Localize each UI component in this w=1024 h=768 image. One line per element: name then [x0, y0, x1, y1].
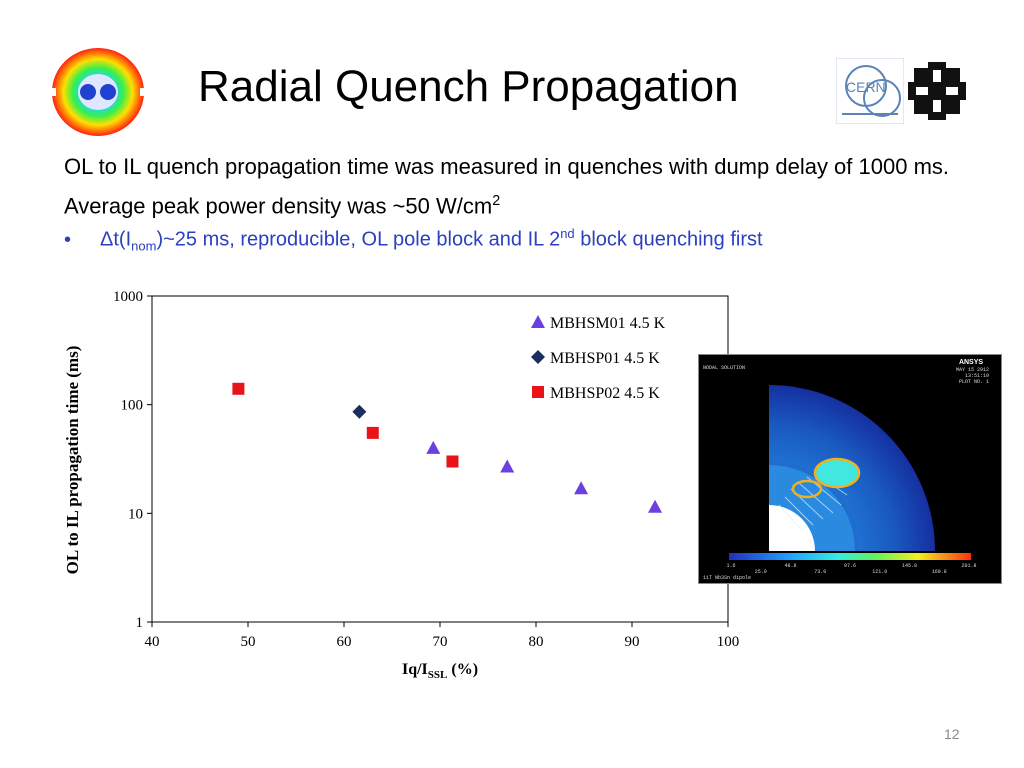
intro-paragraph: OL to IL quench propagation time was mea…: [64, 150, 994, 223]
magnet-field-logo: [50, 48, 146, 136]
ansys-brand: ANSYS: [959, 359, 983, 366]
ansys-plot: NODAL SOLUTION ANSYS MAY 15 2012 13:51:1…: [699, 355, 1001, 583]
legend-marker-triangle: [531, 315, 545, 328]
data-point-triangle: [500, 459, 515, 473]
colorbar-label: 73.0: [814, 569, 826, 575]
bullet-subscript: nom: [131, 238, 157, 254]
x-axis: 40 50 60 70 80 90 100: [145, 622, 740, 650]
cern-logo-text: CERN: [846, 79, 886, 95]
plot-area: [151, 295, 729, 623]
x-tick-label: 90: [625, 634, 640, 650]
x-tick-label: 50: [241, 634, 256, 650]
slide-title: Radial Quench Propagation: [198, 62, 739, 111]
legend-label: MBHSM01 4.5 K: [550, 315, 666, 332]
colorbar-label: 1.6: [726, 563, 735, 569]
legend: MBHSM01 4.5 K MBHSP01 4.5 K MBHSP02 4.5 K: [531, 315, 666, 402]
bullet-text-2: )~25 ms, reproducible, OL pole block and…: [156, 228, 561, 251]
y-tick-label: 1000: [113, 289, 143, 305]
y-tick-label: 10: [128, 506, 143, 522]
colorbar: [729, 553, 971, 560]
colorbar-label: 145.8: [902, 563, 917, 569]
x-tick-label: 70: [433, 634, 448, 650]
cern-logo: CERN: [836, 58, 904, 124]
data-point-square: [446, 455, 459, 468]
fermilab-logo: [908, 62, 966, 120]
colorbar-label: 169.8: [932, 569, 947, 575]
y-axis-label: OL to IL propagation time (ms): [63, 346, 82, 575]
colorbar-label: 25.0: [755, 569, 767, 575]
ansys-time: 13:51:10: [965, 373, 989, 379]
intro-text: OL to IL quench propagation time was mea…: [64, 154, 950, 219]
data-points: [232, 382, 663, 513]
colorbar-label: 48.8: [784, 563, 796, 569]
data-point-triangle: [648, 499, 663, 513]
x-axis-label-main: Iq/I: [402, 661, 428, 678]
x-tick-label: 60: [337, 634, 352, 650]
bore: [769, 505, 815, 551]
ol-pole-highlight: [813, 457, 861, 489]
y-axis: 1 10 100 1000: [113, 289, 152, 631]
bullet-text-3: block quenching first: [574, 228, 763, 251]
y-tick-label: 1: [136, 615, 144, 631]
x-tick-label: 100: [717, 634, 740, 650]
colorbar-label: 97.6: [844, 563, 856, 569]
colorbar-label: 201.8: [961, 563, 976, 569]
x-axis-label-tail: (%): [447, 661, 478, 678]
bullet-superscript: nd: [560, 226, 575, 241]
data-point-square: [232, 382, 245, 395]
ansys-date: MAY 15 2012: [956, 367, 989, 373]
y-tick-label: 100: [121, 398, 144, 414]
x-tick-label: 40: [145, 634, 160, 650]
legend-label: MBHSP01 4.5 K: [550, 350, 660, 367]
bullet-item: • Δt(Inom)~25 ms, reproducible, OL pole b…: [64, 226, 763, 254]
legend-label: MBHSP02 4.5 K: [550, 385, 660, 402]
x-tick-label: 80: [529, 634, 544, 650]
legend-marker-square: [532, 386, 544, 398]
data-point-triangle: [426, 440, 441, 454]
ansys-footer: 11T Nb3Sn dipole: [703, 575, 751, 581]
x-axis-label-sub: SSL: [428, 669, 448, 681]
ansys-plot-no: PLOT NO. 1: [959, 379, 989, 385]
page-number: 12: [944, 726, 960, 742]
ansys-simulation-image: NODAL SOLUTION ANSYS MAY 15 2012 13:51:1…: [698, 354, 1002, 584]
colorbar-label: 121.0: [872, 569, 887, 575]
data-point-triangle: [574, 481, 589, 495]
intro-superscript: 2: [492, 193, 501, 209]
data-point-diamond: [352, 404, 367, 419]
colorbar-labels: 1.6 25.0 48.8 73.0 97.6 121.0 145.8 169.8 201.8: [726, 563, 976, 575]
x-axis-label: Iq/ISSL (%): [402, 661, 478, 681]
data-point-square: [366, 426, 379, 439]
bullet-text-1: Δt(I: [100, 228, 132, 251]
ansys-header-left: NODAL SOLUTION: [703, 365, 745, 371]
legend-marker-diamond: [531, 350, 545, 364]
il-block-highlight: [791, 479, 823, 499]
bullet-marker: •: [64, 228, 72, 251]
